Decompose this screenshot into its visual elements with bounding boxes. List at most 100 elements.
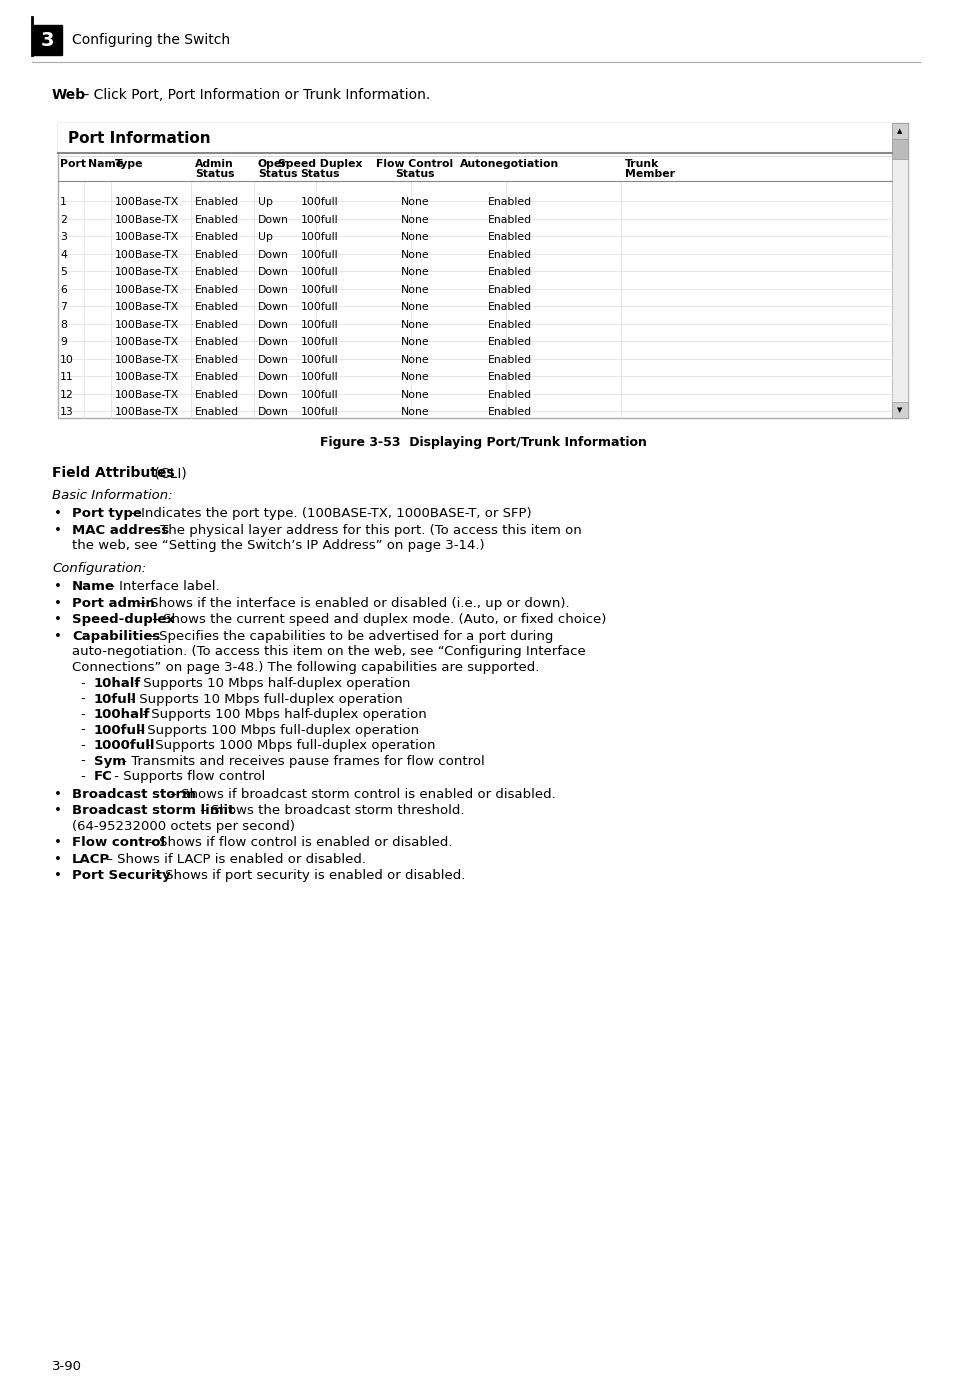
Text: •: •: [54, 597, 62, 609]
Text: ▼: ▼: [897, 407, 902, 414]
Text: Basic Information:: Basic Information:: [52, 489, 172, 501]
Text: 100Base-TX: 100Base-TX: [115, 266, 179, 278]
Text: MAC address: MAC address: [71, 523, 169, 537]
Text: None: None: [400, 197, 429, 207]
Bar: [32, 25, 62, 56]
Text: - Supports 100 Mbps full-duplex operation: - Supports 100 Mbps full-duplex operatio…: [133, 723, 418, 737]
Text: •: •: [54, 804, 62, 818]
Text: – Shows if broadcast storm control is enabled or disabled.: – Shows if broadcast storm control is en…: [166, 787, 556, 801]
Text: Down: Down: [257, 372, 289, 382]
Text: Configuration:: Configuration:: [52, 562, 146, 575]
Text: Down: Down: [257, 390, 289, 400]
Text: Enabled: Enabled: [194, 372, 239, 382]
Text: None: None: [400, 319, 429, 329]
Text: None: None: [400, 337, 429, 347]
Text: Down: Down: [257, 354, 289, 365]
Text: Enabled: Enabled: [487, 215, 532, 225]
Text: – Specifies the capabilities to be advertised for a port during: – Specifies the capabilities to be adver…: [144, 630, 553, 643]
Text: 100Base-TX: 100Base-TX: [115, 319, 179, 329]
Text: 100full: 100full: [301, 337, 338, 347]
Text: Configuring the Switch: Configuring the Switch: [71, 33, 230, 47]
Text: 100full: 100full: [301, 303, 338, 312]
Text: -: -: [80, 738, 85, 752]
Text: Status: Status: [300, 169, 339, 179]
Text: Member: Member: [624, 169, 675, 179]
Text: Enabled: Enabled: [487, 337, 532, 347]
Text: None: None: [400, 250, 429, 260]
Text: Enabled: Enabled: [194, 197, 239, 207]
Text: Enabled: Enabled: [194, 250, 239, 260]
Text: 100Base-TX: 100Base-TX: [115, 407, 179, 416]
Bar: [891, 139, 907, 160]
Text: •: •: [54, 630, 62, 643]
Bar: [58, 124, 907, 418]
Text: 3-90: 3-90: [52, 1360, 82, 1373]
Text: - Supports 1000 Mbps full-duplex operation: - Supports 1000 Mbps full-duplex operati…: [142, 738, 435, 752]
Text: -: -: [80, 708, 85, 720]
Text: Oper: Oper: [257, 160, 287, 169]
Text: 100full: 100full: [94, 723, 146, 737]
Text: 100full: 100full: [301, 390, 338, 400]
Text: 1: 1: [60, 197, 67, 207]
Text: Port admin: Port admin: [71, 597, 154, 609]
Text: Enabled: Enabled: [487, 250, 532, 260]
Text: Down: Down: [257, 407, 289, 416]
Text: Flow control: Flow control: [71, 836, 165, 849]
Text: Down: Down: [257, 266, 289, 278]
Text: Name: Name: [88, 160, 123, 169]
Text: 100full: 100full: [301, 354, 338, 365]
Text: ▲: ▲: [897, 128, 902, 135]
Text: •: •: [54, 613, 62, 626]
Text: 100full: 100full: [301, 266, 338, 278]
Text: 12: 12: [60, 390, 73, 400]
Text: None: None: [400, 232, 429, 242]
Text: Status: Status: [257, 169, 297, 179]
Text: Down: Down: [257, 250, 289, 260]
Text: – Shows if the interface is enabled or disabled (i.e., up or down).: – Shows if the interface is enabled or d…: [135, 597, 569, 609]
Text: •: •: [54, 787, 62, 801]
Text: None: None: [400, 354, 429, 365]
Text: Down: Down: [257, 215, 289, 225]
Text: Status: Status: [194, 169, 234, 179]
Text: Enabled: Enabled: [487, 354, 532, 365]
Text: Enabled: Enabled: [487, 319, 532, 329]
Text: -: -: [80, 693, 85, 705]
Text: - Supports 10 Mbps full-duplex operation: - Supports 10 Mbps full-duplex operation: [126, 693, 402, 705]
Bar: [891, 124, 907, 139]
Text: Type: Type: [115, 160, 143, 169]
Text: Enabled: Enabled: [487, 232, 532, 242]
Text: 100full: 100full: [301, 407, 338, 416]
Text: 100Base-TX: 100Base-TX: [115, 232, 179, 242]
Text: Sym: Sym: [94, 755, 126, 768]
Text: 3: 3: [40, 31, 53, 50]
Text: •: •: [54, 580, 62, 593]
Text: 10full: 10full: [94, 693, 137, 705]
Text: 2: 2: [60, 215, 67, 225]
Text: 11: 11: [60, 372, 73, 382]
Text: 10: 10: [60, 354, 73, 365]
Text: Up: Up: [257, 232, 273, 242]
Text: -: -: [80, 770, 85, 783]
Text: None: None: [400, 266, 429, 278]
Text: FC: FC: [94, 770, 112, 783]
Text: Trunk: Trunk: [624, 160, 659, 169]
Text: – Shows the broadcast storm threshold.: – Shows the broadcast storm threshold.: [195, 804, 464, 818]
Text: Port Information: Port Information: [68, 130, 211, 146]
Text: Enabled: Enabled: [487, 197, 532, 207]
Text: Speed-duplex: Speed-duplex: [71, 613, 174, 626]
Text: 10half: 10half: [94, 677, 141, 690]
Text: Port Security: Port Security: [71, 869, 171, 881]
Text: 100Base-TX: 100Base-TX: [115, 354, 179, 365]
Text: Name: Name: [71, 580, 114, 593]
Text: None: None: [400, 303, 429, 312]
Text: 100full: 100full: [301, 285, 338, 294]
Text: Enabled: Enabled: [487, 303, 532, 312]
Text: 7: 7: [60, 303, 67, 312]
Text: -: -: [80, 755, 85, 768]
Text: 100full: 100full: [301, 215, 338, 225]
Text: 1000full: 1000full: [94, 738, 155, 752]
Text: Status: Status: [395, 169, 435, 179]
Text: None: None: [400, 372, 429, 382]
Text: 8: 8: [60, 319, 67, 329]
Text: Web: Web: [52, 87, 86, 101]
